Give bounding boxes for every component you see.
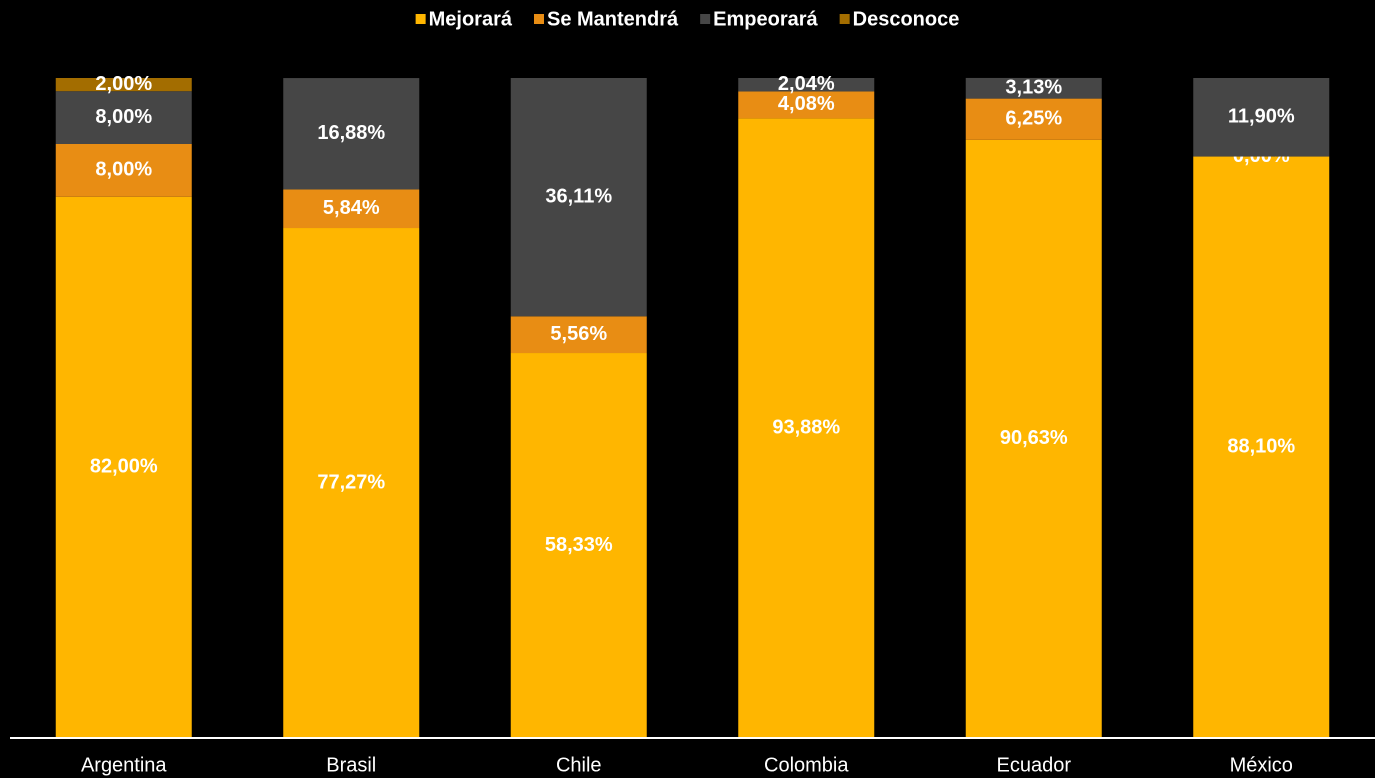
data-label: 58,33%: [545, 534, 613, 556]
data-label: 5,56%: [550, 323, 607, 345]
data-label: 2,04%: [778, 73, 835, 95]
legend: Mejorará Se Mantendrá Empeorará Desconoce: [415, 8, 960, 30]
bar-segment: [738, 78, 875, 92]
legend-swatch: [700, 14, 711, 24]
data-label: 6,25%: [1005, 107, 1062, 129]
data-label: 5,84%: [323, 197, 380, 219]
bar-segment: [510, 353, 647, 738]
x-tick-label: México: [1230, 754, 1293, 776]
x-tick-label: Chile: [556, 754, 602, 776]
bar-segment: [738, 91, 875, 119]
data-label: 3,13%: [1005, 77, 1062, 99]
bar-segment: [55, 78, 192, 92]
data-label: 4,08%: [778, 93, 835, 115]
bar-segment: [1193, 156, 1330, 739]
data-label: 11,90%: [1228, 106, 1295, 128]
legend-swatch: [415, 14, 426, 24]
legend-label: Se Mantendrá: [547, 8, 679, 30]
bar-segment: [55, 91, 192, 144]
legend-swatch: [839, 14, 850, 24]
data-label: 77,27%: [317, 471, 385, 493]
legend-label: Desconoce: [853, 8, 960, 30]
bar-segment: [965, 139, 1102, 739]
data-label: 8,00%: [95, 106, 152, 128]
x-tick-label: Ecuador: [997, 754, 1072, 776]
bar-segment: [1193, 78, 1330, 157]
data-label: 2,00%: [95, 73, 152, 95]
x-tick-label: Colombia: [764, 754, 849, 776]
data-label: 8,00%: [95, 159, 152, 181]
bar-segment: [510, 316, 647, 354]
bar-segment: [965, 77, 1102, 99]
data-label: 93,88%: [772, 416, 840, 438]
x-tick-label: Brasil: [326, 754, 376, 776]
data-label: 36,11%: [545, 185, 612, 207]
bar-segment: [55, 144, 192, 197]
data-label: 82,00%: [90, 456, 158, 478]
data-label: 16,88%: [317, 122, 385, 144]
legend-label: Mejorará: [429, 8, 513, 30]
legend-swatch: [534, 14, 544, 24]
x-tick-label: Argentina: [81, 754, 167, 776]
bar-segment: [283, 228, 420, 738]
bar-segment: [283, 189, 420, 229]
bar-segment: [283, 78, 420, 190]
bar-segment: [55, 196, 192, 739]
data-label: 90,63%: [1000, 427, 1068, 449]
legend-label: Empeorará: [713, 8, 818, 30]
bar-segment: [965, 98, 1102, 140]
bar-segment: [738, 118, 875, 739]
data-label: 88,10%: [1227, 436, 1295, 458]
bar-segment: [510, 78, 647, 317]
